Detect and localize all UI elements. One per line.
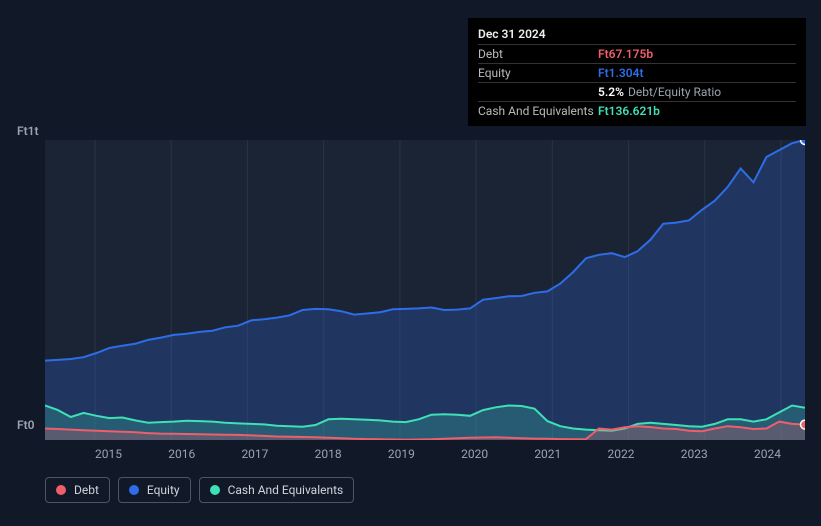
tooltip-label: Cash And Equivalents bbox=[478, 104, 598, 118]
xaxis-label: 2018 bbox=[315, 447, 342, 467]
xaxis-label: 2024 bbox=[754, 447, 781, 467]
tooltip-date: Dec 31 2024 bbox=[478, 24, 796, 44]
chart-tooltip: Dec 31 2024 DebtFt67.175bEquityFt1.304t5… bbox=[468, 18, 806, 126]
tooltip-label: Equity bbox=[478, 66, 598, 80]
legend-item-debt[interactable]: Debt bbox=[45, 477, 110, 503]
tooltip-label bbox=[478, 85, 598, 99]
legend-item-equity[interactable]: Equity bbox=[118, 477, 191, 503]
series-end-marker-debt bbox=[801, 420, 806, 429]
legend-label: Equity bbox=[147, 483, 180, 497]
tooltip-row: EquityFt1.304t bbox=[478, 63, 796, 82]
legend-swatch-icon bbox=[210, 485, 220, 495]
chart: Ft1t Ft0 2015 2016 2017 2018 2019 2020 2021 202… bbox=[17, 124, 805, 489]
xaxis-label: 2023 bbox=[681, 447, 708, 467]
tooltip-row: 5.2%Debt/Equity Ratio bbox=[478, 82, 796, 101]
yaxis-bottom-label: Ft0 bbox=[17, 418, 34, 432]
series-area-equity bbox=[45, 140, 805, 440]
xaxis-label: 2016 bbox=[168, 447, 195, 467]
chart-plot-area[interactable] bbox=[45, 140, 805, 440]
chart-xaxis: 2015 2016 2017 2018 2019 2020 2021 2022 2023 2024 bbox=[45, 447, 805, 467]
legend-label: Debt bbox=[74, 483, 99, 497]
tooltip-value: Ft136.621b bbox=[598, 104, 660, 118]
xaxis-label: 2022 bbox=[608, 447, 635, 467]
chart-legend: Debt Equity Cash And Equivalents bbox=[45, 477, 354, 503]
xaxis-label: 2015 bbox=[95, 447, 122, 467]
legend-item-cash[interactable]: Cash And Equivalents bbox=[199, 477, 355, 503]
tooltip-row: Cash And EquivalentsFt136.621b bbox=[478, 101, 796, 120]
legend-label: Cash And Equivalents bbox=[228, 483, 344, 497]
legend-swatch-icon bbox=[129, 485, 139, 495]
tooltip-value-tail: Debt/Equity Ratio bbox=[628, 85, 721, 99]
tooltip-value: Ft1.304t bbox=[598, 66, 644, 80]
tooltip-value: Ft67.175b bbox=[598, 47, 653, 61]
legend-swatch-icon bbox=[56, 485, 66, 495]
yaxis-top-label: Ft1t bbox=[17, 124, 39, 138]
tooltip-row: DebtFt67.175b bbox=[478, 44, 796, 63]
xaxis-label: 2020 bbox=[461, 447, 488, 467]
xaxis-label: 2019 bbox=[388, 447, 415, 467]
tooltip-value: 5.2%Debt/Equity Ratio bbox=[598, 85, 721, 99]
tooltip-label: Debt bbox=[478, 47, 598, 61]
xaxis-label: 2017 bbox=[241, 447, 268, 467]
xaxis-label: 2021 bbox=[534, 447, 561, 467]
